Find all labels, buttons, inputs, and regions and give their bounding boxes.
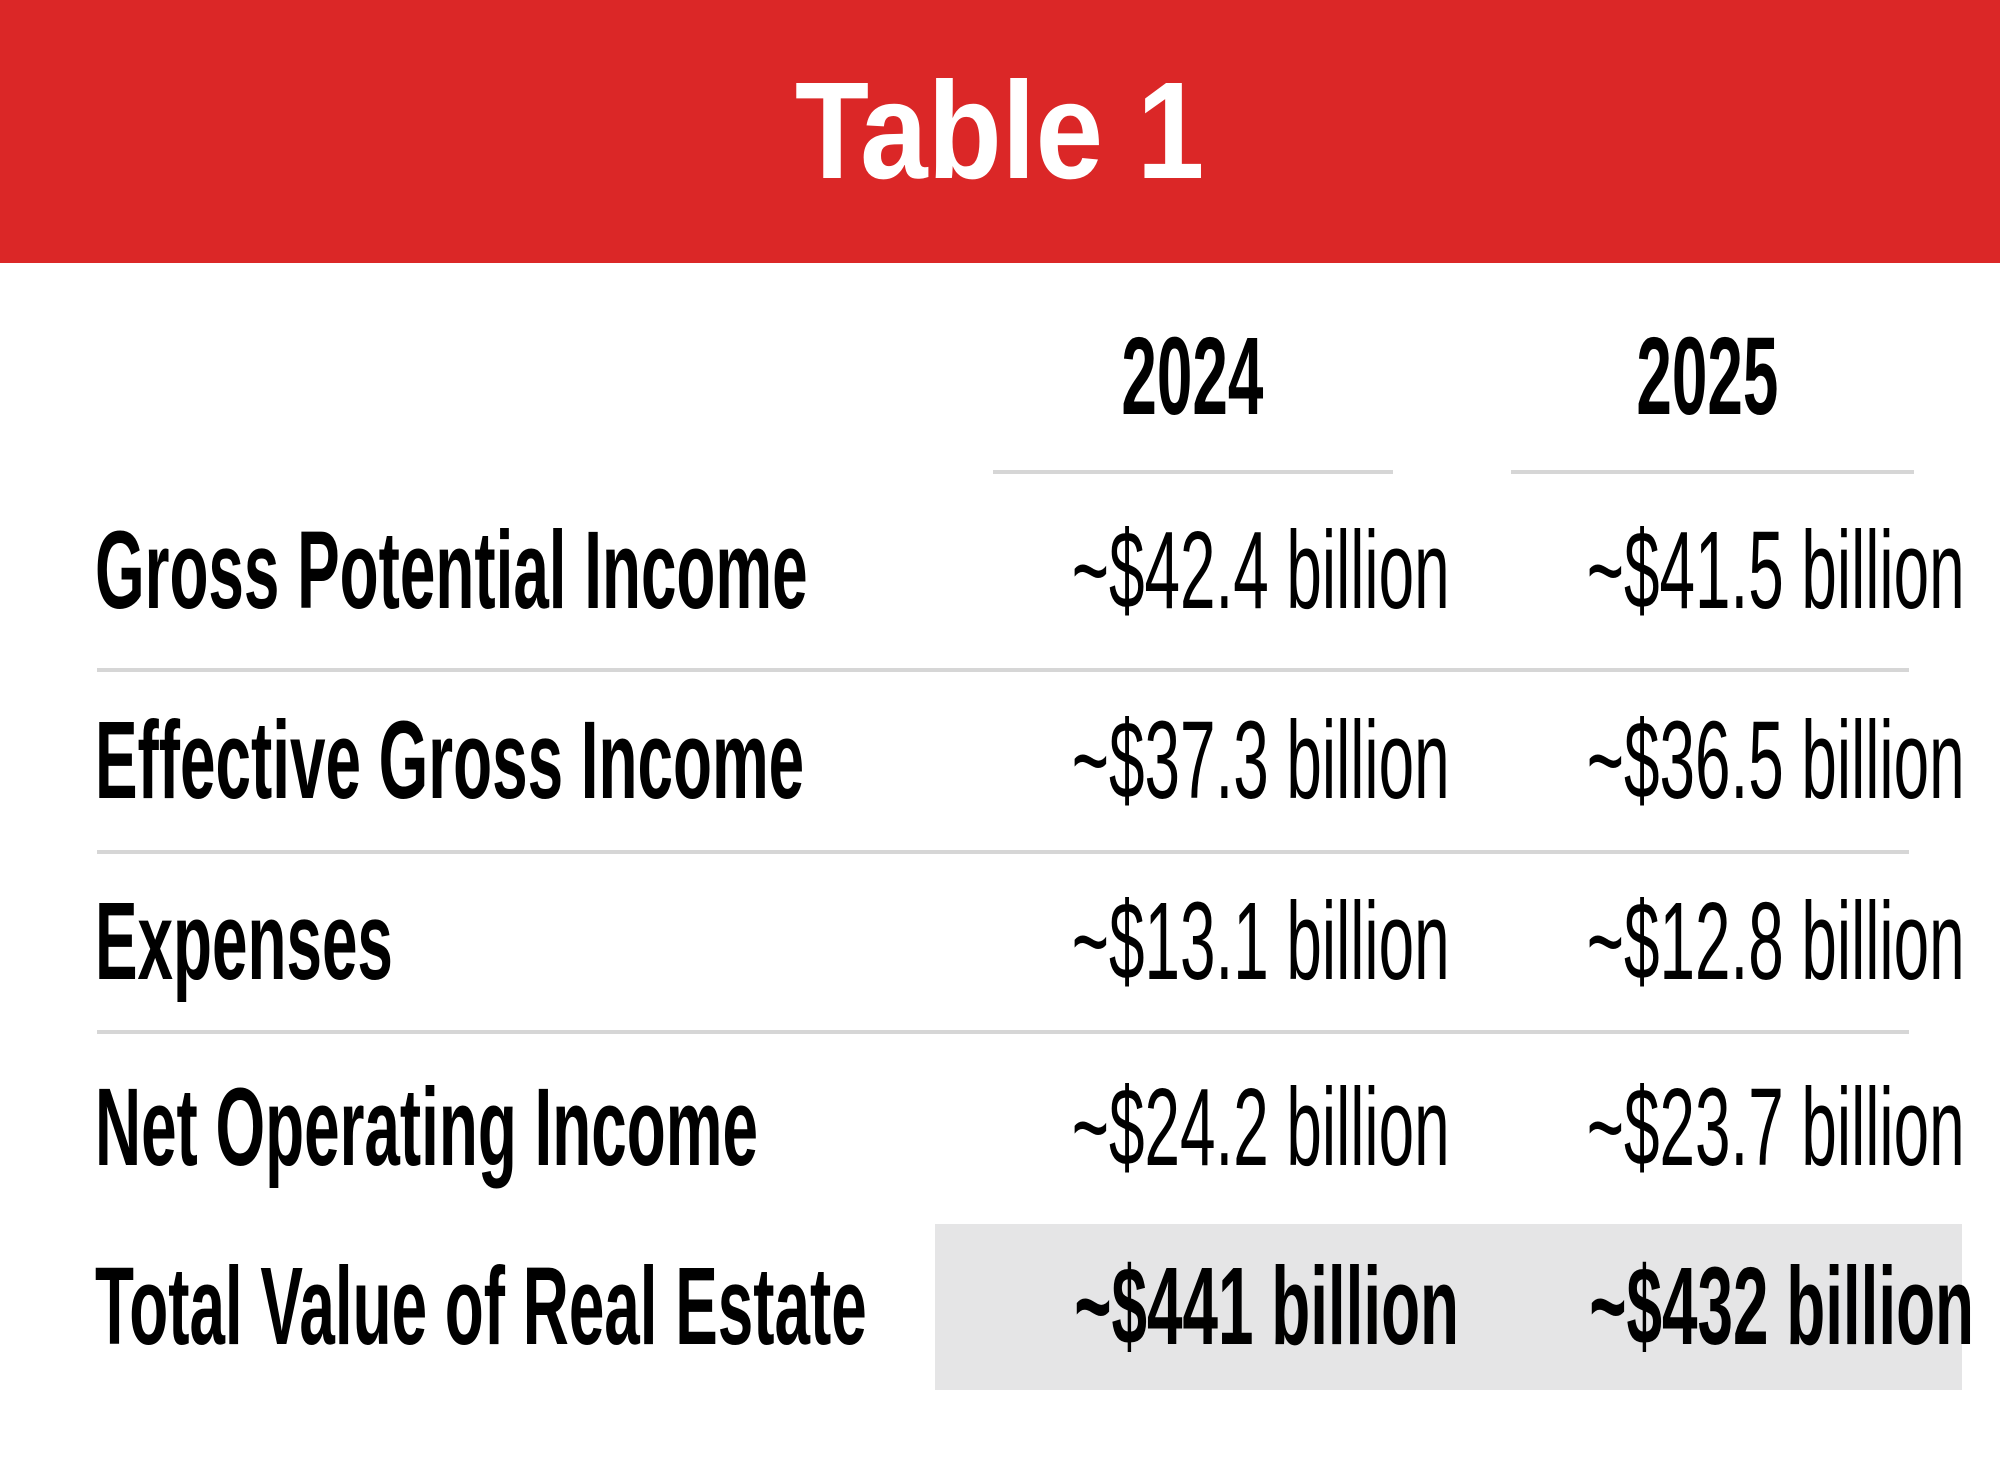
cell-gross-potential-income-2024: ~$42.4 billion [1071,509,1450,632]
cell-expenses-2024: ~$13.1 billion [1071,880,1450,1003]
table-title-banner: Table 1 [0,0,2000,263]
row-label-total-value-of-real-estate: Total Value of Real Estate [95,1245,867,1368]
column-underline-2024 [993,470,1393,474]
column-header-2025-text: 2025 [1636,315,1779,438]
cell-total-value-2024: ~$441 billion [1074,1245,1460,1368]
column-header-2025: 2025 [1450,322,1965,432]
column-underline-2025 [1511,470,1914,474]
cell-net-operating-income-2025: ~$23.7 billion [1586,1066,1965,1189]
row-label-net-operating-income: Net Operating Income [95,1066,758,1189]
table-title: Table 1 [795,54,1205,208]
cell-expenses-2025: ~$12.8 billion [1586,880,1965,1003]
row-separator [97,1030,1909,1034]
row-label-effective-gross-income: Effective Gross Income [95,699,805,822]
cell-gross-potential-income-2025: ~$41.5 billion [1586,509,1965,632]
cell-net-operating-income-2024: ~$24.2 billion [1071,1066,1450,1189]
column-header-2024-text: 2024 [1121,315,1264,438]
row-label-gross-potential-income: Gross Potential Income [95,509,808,632]
cell-total-value-2025: ~$432 billion [1589,1245,1975,1368]
row-separator [97,668,1909,672]
cell-effective-gross-income-2025: ~$36.5 billion [1586,699,1965,822]
column-header-2024: 2024 [935,322,1450,432]
cell-effective-gross-income-2024: ~$37.3 billion [1071,699,1450,822]
row-separator [97,850,1909,854]
total-row-highlight [935,1224,1962,1390]
row-label-expenses: Expenses [95,880,393,1003]
